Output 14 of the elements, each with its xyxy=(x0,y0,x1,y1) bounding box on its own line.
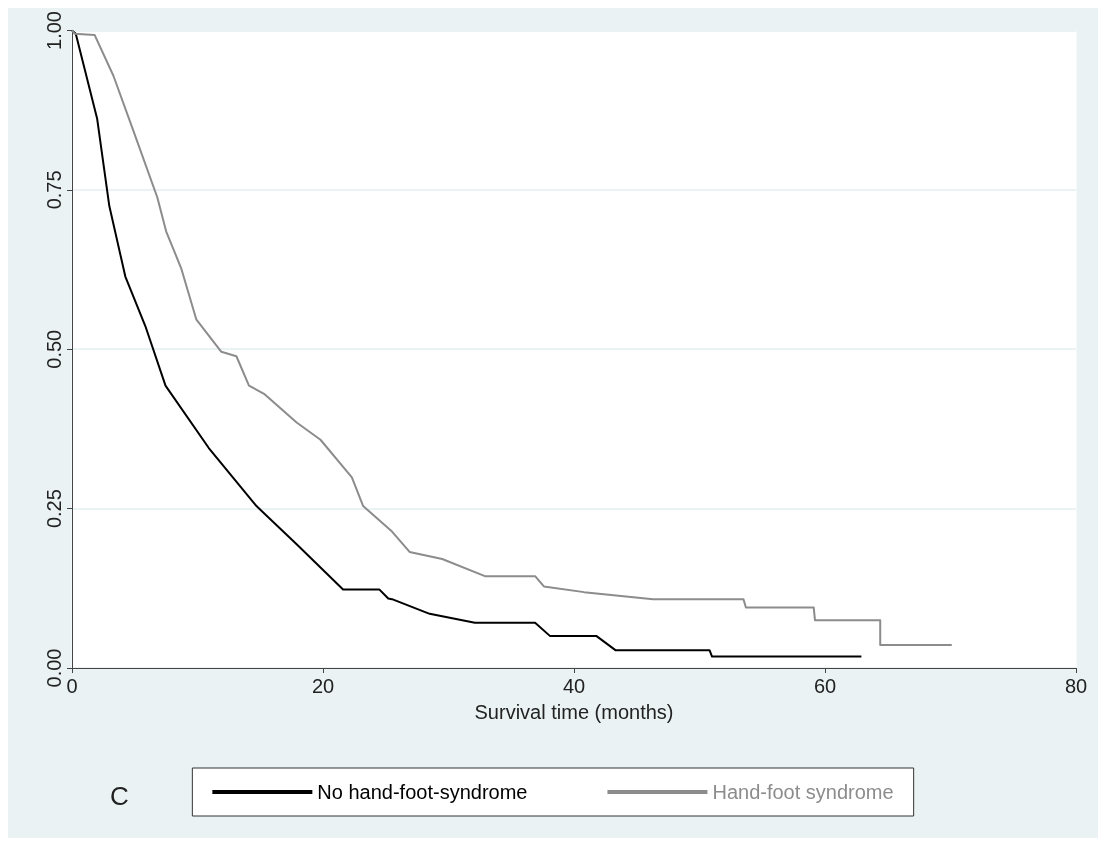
y-tick-label: 0.50 xyxy=(43,329,65,369)
y-tick-label: 0.00 xyxy=(43,648,65,688)
text: C xyxy=(110,781,129,811)
y-tick-label: 0.25 xyxy=(43,489,65,529)
y-tick-label: 1.00 xyxy=(43,10,65,50)
x-tick-label: 20 xyxy=(311,675,335,697)
x-tick-label: 60 xyxy=(813,675,837,697)
legend-label: Hand-foot syndrome xyxy=(712,781,894,803)
text: No hand-foot-syndrome xyxy=(317,781,528,803)
y-tick-label: 0.75 xyxy=(43,170,65,210)
x-tick-label: 0 xyxy=(66,675,78,697)
x-axis-title: Survival time (months) xyxy=(474,701,674,723)
x-tick-label: 80 xyxy=(1064,675,1088,697)
x-tick-label: 40 xyxy=(562,675,586,697)
